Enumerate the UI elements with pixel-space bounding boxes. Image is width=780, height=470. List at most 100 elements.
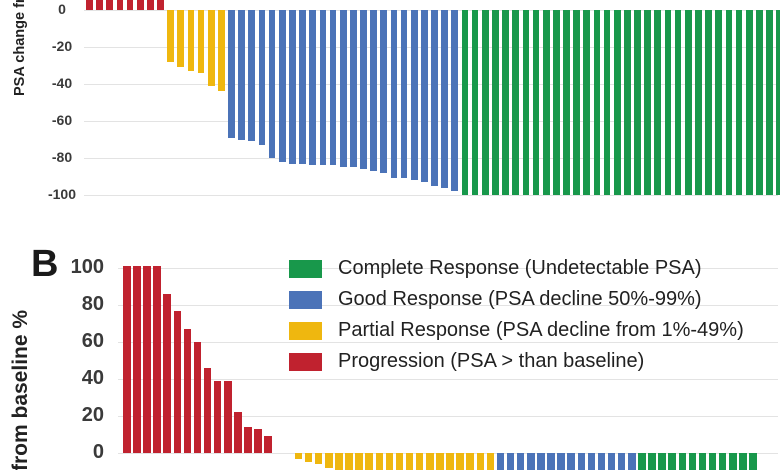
legend-item-complete: Complete Response (Undetectable PSA) <box>289 253 744 284</box>
bar-good <box>420 10 428 183</box>
bar-partial <box>476 453 485 470</box>
bar-partial <box>375 453 384 470</box>
bar-partial <box>314 453 323 465</box>
bar-progression <box>224 380 232 454</box>
bar-complete <box>654 10 662 195</box>
bar-good <box>587 453 596 470</box>
bar-progression <box>123 266 131 453</box>
bar-partial <box>335 453 343 470</box>
progression-swatch-icon <box>289 352 322 371</box>
bar-complete <box>678 453 687 470</box>
bar-partial <box>207 10 215 86</box>
bar-good <box>431 10 438 186</box>
bar-complete <box>502 10 509 195</box>
bar-complete <box>718 453 727 470</box>
bar-partial <box>486 453 495 470</box>
bar-complete <box>688 453 697 470</box>
legend-item-partial: Partial Response (PSA decline from 1%-49… <box>289 315 744 346</box>
gridline <box>84 10 778 11</box>
bar-complete <box>755 10 763 195</box>
bar-complete <box>658 453 666 470</box>
complete-swatch-icon <box>289 259 322 278</box>
gridline <box>84 121 778 122</box>
y-tick-label: 100 <box>70 256 104 278</box>
bar-good <box>451 10 459 192</box>
bar-complete <box>512 10 520 195</box>
bar-complete <box>648 453 656 470</box>
gridline <box>118 379 778 380</box>
bar-partial <box>187 10 195 72</box>
bar-complete <box>638 453 646 470</box>
legend-label: Progression (PSA > than baseline) <box>338 350 645 372</box>
bar-good <box>258 10 266 146</box>
gridline <box>118 342 778 343</box>
partial-swatch-icon <box>289 321 322 340</box>
bar-good <box>380 10 388 173</box>
bar-partial <box>197 10 205 73</box>
bar-complete <box>583 10 591 195</box>
bar-good <box>516 453 525 470</box>
legend-item-good: Good Response (PSA decline 50%-99%) <box>289 284 744 315</box>
bar-complete <box>664 10 672 195</box>
bar-good <box>360 10 367 170</box>
bar-progression <box>153 266 161 453</box>
bar-good <box>628 453 636 470</box>
bar-complete <box>684 10 692 195</box>
bar-partial <box>405 453 414 470</box>
gridline <box>118 416 778 417</box>
bar-complete <box>563 10 570 195</box>
bar-complete <box>708 453 717 470</box>
bar-complete <box>624 10 631 195</box>
y-tick-label: 0 <box>92 441 104 463</box>
bar-complete <box>698 453 707 470</box>
bar-partial <box>436 453 444 470</box>
bar-good <box>248 10 256 142</box>
gridline <box>84 84 778 85</box>
bar-complete <box>644 10 652 195</box>
bar-complete <box>471 10 479 195</box>
bar-complete <box>749 453 757 470</box>
bar-good <box>400 10 408 179</box>
bar-good <box>410 10 418 181</box>
bar-good <box>390 10 398 179</box>
bar-progression <box>173 310 182 453</box>
bar-complete <box>674 10 682 195</box>
bar-complete <box>705 10 712 195</box>
y-tick-label: -20 <box>51 38 73 54</box>
bar-good <box>349 10 357 168</box>
legend-label: Partial Response (PSA decline from 1%-49… <box>338 319 744 341</box>
bar-complete <box>552 10 560 195</box>
bar-progression <box>183 329 192 454</box>
bar-good <box>607 453 616 470</box>
gridline <box>84 195 778 196</box>
bar-partial <box>426 453 434 470</box>
bar-good <box>319 10 327 166</box>
bar-complete <box>634 10 641 195</box>
bar-progression <box>254 428 262 453</box>
bar-progression <box>234 412 242 453</box>
panel-b-label: B <box>31 243 59 285</box>
bar-good <box>238 10 246 140</box>
legend-item-progression: Progression (PSA > than baseline) <box>289 346 744 377</box>
bar-progression <box>163 293 171 453</box>
bar-complete <box>461 10 469 195</box>
y-tick-label: 20 <box>81 404 104 426</box>
bar-good <box>370 10 377 171</box>
legend-label: Good Response (PSA decline 50%-99%) <box>338 288 702 310</box>
legend: Complete Response (Undetectable PSA) Good… <box>289 253 744 377</box>
bar-complete <box>766 10 773 195</box>
bar-good <box>268 10 276 158</box>
y-tick-label: 80 <box>81 293 104 315</box>
bar-good <box>441 10 449 188</box>
bar-good <box>278 10 286 162</box>
bar-partial <box>218 10 225 92</box>
bar-progression <box>146 0 154 10</box>
bar-partial <box>385 453 394 470</box>
bar-good <box>506 453 515 470</box>
bar-good <box>527 453 535 470</box>
bar-good <box>557 453 565 470</box>
bar-complete <box>481 10 489 195</box>
bar-progression <box>96 0 103 10</box>
gridline <box>84 158 778 159</box>
